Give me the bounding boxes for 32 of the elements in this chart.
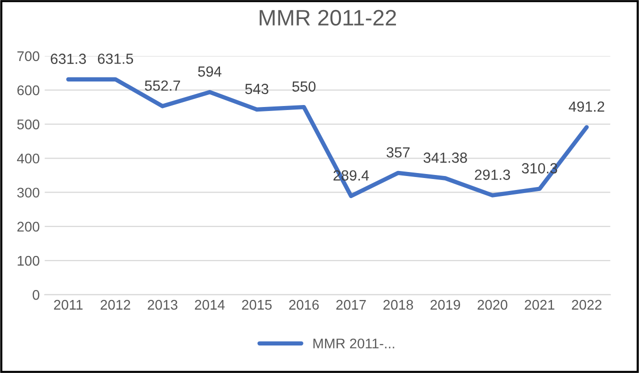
x-tick-label: 2014 — [194, 300, 225, 310]
data-label: 631.5 — [98, 54, 134, 64]
y-tick-label: 100 — [18, 256, 40, 266]
legend-label: MMR 2011-... — [313, 338, 394, 348]
x-tick-label: 2022 — [572, 300, 602, 310]
data-label: 594 — [198, 66, 222, 77]
data-label: 357 — [386, 147, 410, 158]
data-label: 552.7 — [144, 80, 180, 91]
x-tick-label: 2016 — [289, 300, 319, 310]
x-tick-label: 2018 — [383, 300, 414, 310]
data-label: 291.3 — [474, 170, 510, 180]
y-tick-label: 400 — [17, 154, 40, 164]
data-label: 491.2 — [568, 101, 604, 112]
data-label: 543 — [245, 84, 268, 94]
data-label: 550 — [292, 81, 316, 92]
x-tick-label: 2019 — [430, 300, 460, 310]
y-tick-label: 700 — [17, 51, 40, 62]
data-label: 631.3 — [50, 54, 86, 64]
x-tick-label: 2011 — [54, 300, 83, 310]
x-tick-label: 2012 — [100, 300, 130, 310]
data-label: 341.38 — [424, 152, 467, 163]
chart-title: MMR 2011-22 — [260, 10, 396, 26]
y-tick-label: 600 — [17, 85, 40, 96]
y-tick-label: 0 — [32, 290, 40, 300]
x-tick-label: 2013 — [148, 300, 178, 310]
x-tick-label: 2021 — [524, 300, 554, 310]
y-tick-label: 500 — [17, 119, 40, 130]
x-tick-label: 2020 — [478, 300, 508, 310]
y-tick-label: 300 — [17, 188, 40, 198]
x-tick-label: 2015 — [242, 300, 272, 310]
x-tick-label: 2017 — [336, 300, 366, 310]
y-tick-label: 200 — [17, 222, 40, 232]
